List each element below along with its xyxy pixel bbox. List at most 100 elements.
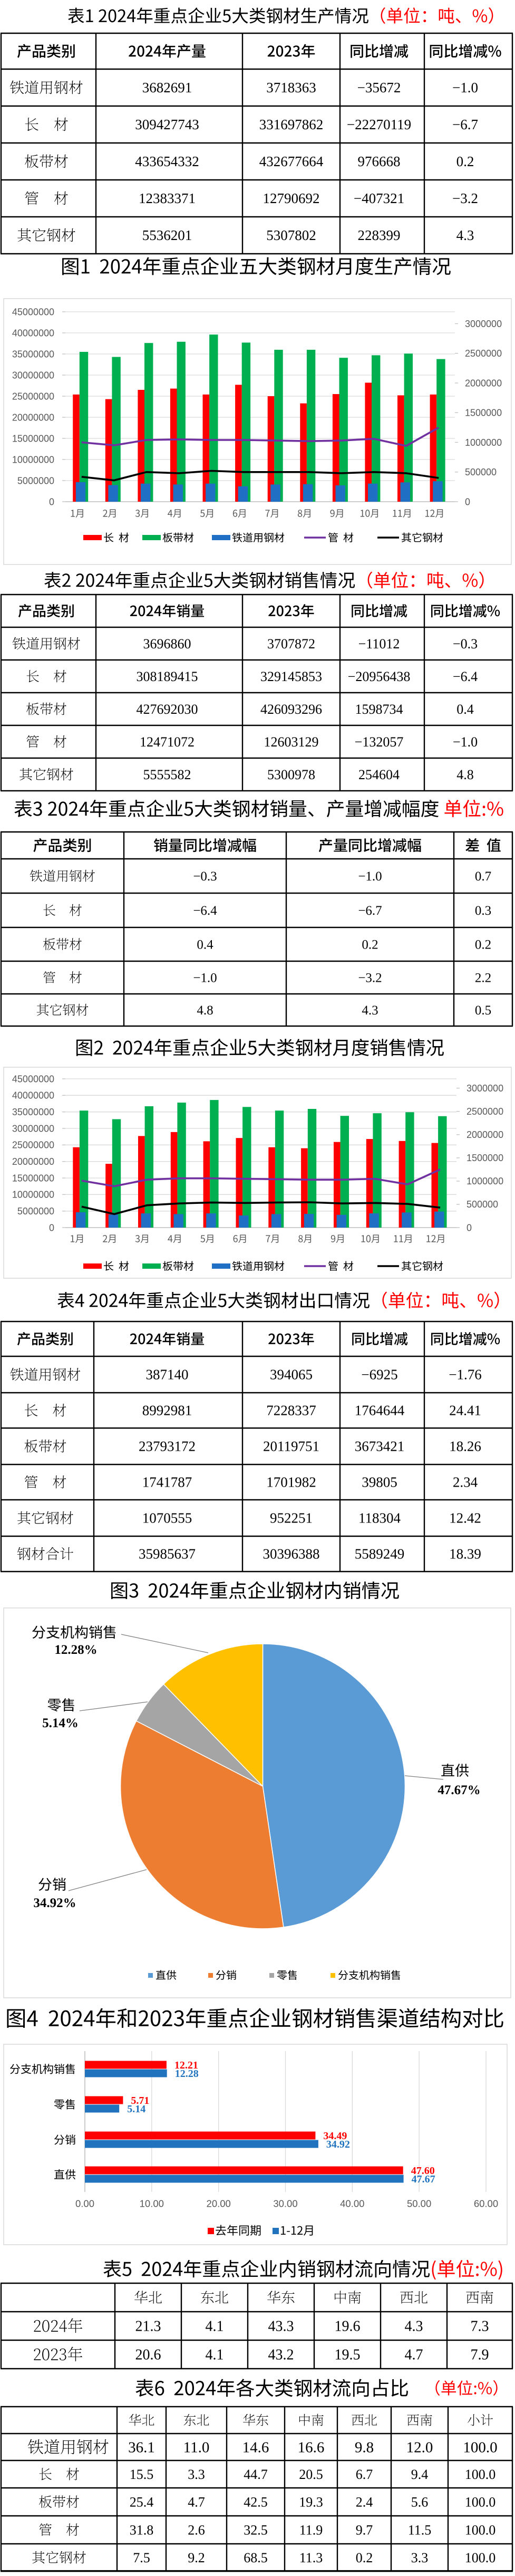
svg-text:11.3: 11.3	[299, 2550, 323, 2565]
svg-text:35985637: 35985637	[139, 1546, 196, 1562]
svg-text:432677664: 432677664	[259, 154, 324, 169]
svg-text:39805: 39805	[362, 1474, 397, 1490]
svg-text:−3.2: −3.2	[358, 971, 382, 985]
svg-text:0.4: 0.4	[456, 702, 474, 717]
svg-text:25000000: 25000000	[12, 391, 54, 401]
svg-text:1598734: 1598734	[355, 702, 403, 717]
svg-text:43.2: 43.2	[268, 2347, 294, 2363]
svg-text:−6.7: −6.7	[358, 904, 382, 918]
svg-text:118304: 118304	[358, 1510, 401, 1526]
svg-text:254604: 254604	[358, 767, 400, 782]
svg-text:40000000: 40000000	[12, 328, 54, 338]
svg-text:2.6: 2.6	[188, 2522, 205, 2537]
svg-text:7228337: 7228337	[266, 1403, 316, 1419]
svg-text:35000000: 35000000	[12, 1107, 54, 1117]
svg-text:976668: 976668	[358, 154, 401, 169]
svg-text:21.3: 21.3	[135, 2319, 161, 2335]
svg-text:20000000: 20000000	[12, 1156, 54, 1167]
svg-text:5.14%: 5.14%	[42, 1716, 79, 1730]
svg-text:14.6: 14.6	[242, 2439, 269, 2456]
svg-text:0.2: 0.2	[475, 938, 491, 952]
svg-text:20.6: 20.6	[135, 2347, 161, 2363]
svg-text:5555582: 5555582	[143, 767, 191, 782]
svg-text:50.00: 50.00	[407, 2198, 431, 2209]
svg-text:100.0: 100.0	[465, 2550, 496, 2565]
svg-text:2000000: 2000000	[465, 378, 502, 388]
svg-text:0.2: 0.2	[456, 154, 474, 169]
svg-text:20000000: 20000000	[12, 412, 54, 423]
svg-text:4.1: 4.1	[206, 2347, 224, 2363]
svg-text:−11012: −11012	[358, 636, 400, 652]
svg-text:30396388: 30396388	[263, 1546, 320, 1562]
svg-text:47.67: 47.67	[412, 2173, 435, 2185]
svg-text:−3.2: −3.2	[452, 190, 478, 206]
svg-text:100.0: 100.0	[465, 2494, 496, 2510]
svg-text:1500000: 1500000	[465, 408, 502, 418]
svg-text:1764644: 1764644	[355, 1403, 405, 1419]
svg-text:23793172: 23793172	[139, 1439, 196, 1454]
svg-text:30.00: 30.00	[273, 2198, 297, 2209]
svg-text:11.0: 11.0	[183, 2439, 210, 2456]
svg-text:42.5: 42.5	[244, 2494, 268, 2510]
svg-text:5000000: 5000000	[17, 1206, 54, 1217]
svg-text:45000000: 45000000	[12, 307, 54, 317]
svg-text:−6.7: −6.7	[452, 117, 478, 132]
svg-text:20.00: 20.00	[207, 2198, 231, 2209]
svg-text:2.2: 2.2	[475, 971, 491, 985]
svg-text:387140: 387140	[146, 1367, 189, 1383]
svg-text:30000000: 30000000	[12, 1123, 54, 1134]
svg-text:24.41: 24.41	[449, 1403, 481, 1419]
svg-text:228399: 228399	[358, 227, 401, 243]
svg-text:9.4: 9.4	[411, 2467, 429, 2482]
svg-text:4.7: 4.7	[405, 2347, 423, 2363]
svg-text:3000000: 3000000	[467, 1083, 503, 1094]
svg-text:34.92: 34.92	[326, 2139, 350, 2150]
svg-text:7.3: 7.3	[471, 2319, 489, 2335]
svg-text:1500000: 1500000	[467, 1153, 503, 1163]
svg-text:331697862: 331697862	[259, 117, 324, 132]
svg-text:18.39: 18.39	[449, 1546, 481, 1562]
svg-text:12471072: 12471072	[140, 734, 195, 750]
svg-text:11.5: 11.5	[408, 2522, 432, 2537]
svg-text:9.8: 9.8	[355, 2439, 374, 2456]
svg-text:18.26: 18.26	[449, 1439, 481, 1454]
svg-text:500000: 500000	[467, 1199, 498, 1210]
svg-text:0.00: 0.00	[75, 2198, 94, 2209]
svg-text:32.5: 32.5	[244, 2522, 268, 2537]
svg-text:4.8: 4.8	[456, 767, 474, 782]
svg-text:−22270119: −22270119	[347, 117, 411, 132]
svg-text:34.92%: 34.92%	[33, 1896, 76, 1910]
svg-text:3718363: 3718363	[266, 80, 316, 95]
svg-text:−1.0: −1.0	[453, 734, 478, 750]
svg-text:−1.76: −1.76	[449, 1367, 481, 1383]
svg-text:5.71: 5.71	[131, 2095, 149, 2106]
svg-text:0.2: 0.2	[356, 2550, 373, 2565]
svg-text:3.3: 3.3	[411, 2550, 429, 2565]
svg-text:1000000: 1000000	[465, 437, 502, 448]
svg-text:40.00: 40.00	[340, 2198, 364, 2209]
svg-text:394065: 394065	[270, 1367, 313, 1383]
svg-text:9.7: 9.7	[356, 2522, 373, 2537]
svg-text:15000000: 15000000	[12, 1173, 54, 1183]
svg-text:7.5: 7.5	[133, 2550, 150, 2565]
svg-text:6.7: 6.7	[356, 2467, 373, 2482]
svg-text:60.00: 60.00	[474, 2198, 498, 2209]
svg-text:1070555: 1070555	[142, 1510, 192, 1526]
svg-text:−1.0: −1.0	[193, 971, 217, 985]
svg-text:426093296: 426093296	[260, 702, 322, 717]
svg-text:0.3: 0.3	[475, 904, 491, 918]
svg-text:100.0: 100.0	[465, 2522, 496, 2537]
svg-text:2.34: 2.34	[453, 1474, 478, 1490]
svg-text:47.60: 47.60	[411, 2165, 435, 2177]
svg-text:0: 0	[467, 1222, 472, 1233]
svg-text:−1.0: −1.0	[358, 869, 382, 884]
svg-text:20.5: 20.5	[299, 2467, 323, 2482]
svg-text:12.21: 12.21	[174, 2060, 198, 2071]
svg-text:19.6: 19.6	[335, 2319, 361, 2335]
svg-text:34.49: 34.49	[323, 2130, 347, 2142]
svg-text:0.7: 0.7	[475, 869, 491, 884]
svg-text:3.3: 3.3	[188, 2467, 205, 2482]
svg-text:3673421: 3673421	[355, 1439, 405, 1454]
svg-text:5.14: 5.14	[127, 2103, 145, 2115]
svg-text:12603129: 12603129	[264, 734, 319, 750]
